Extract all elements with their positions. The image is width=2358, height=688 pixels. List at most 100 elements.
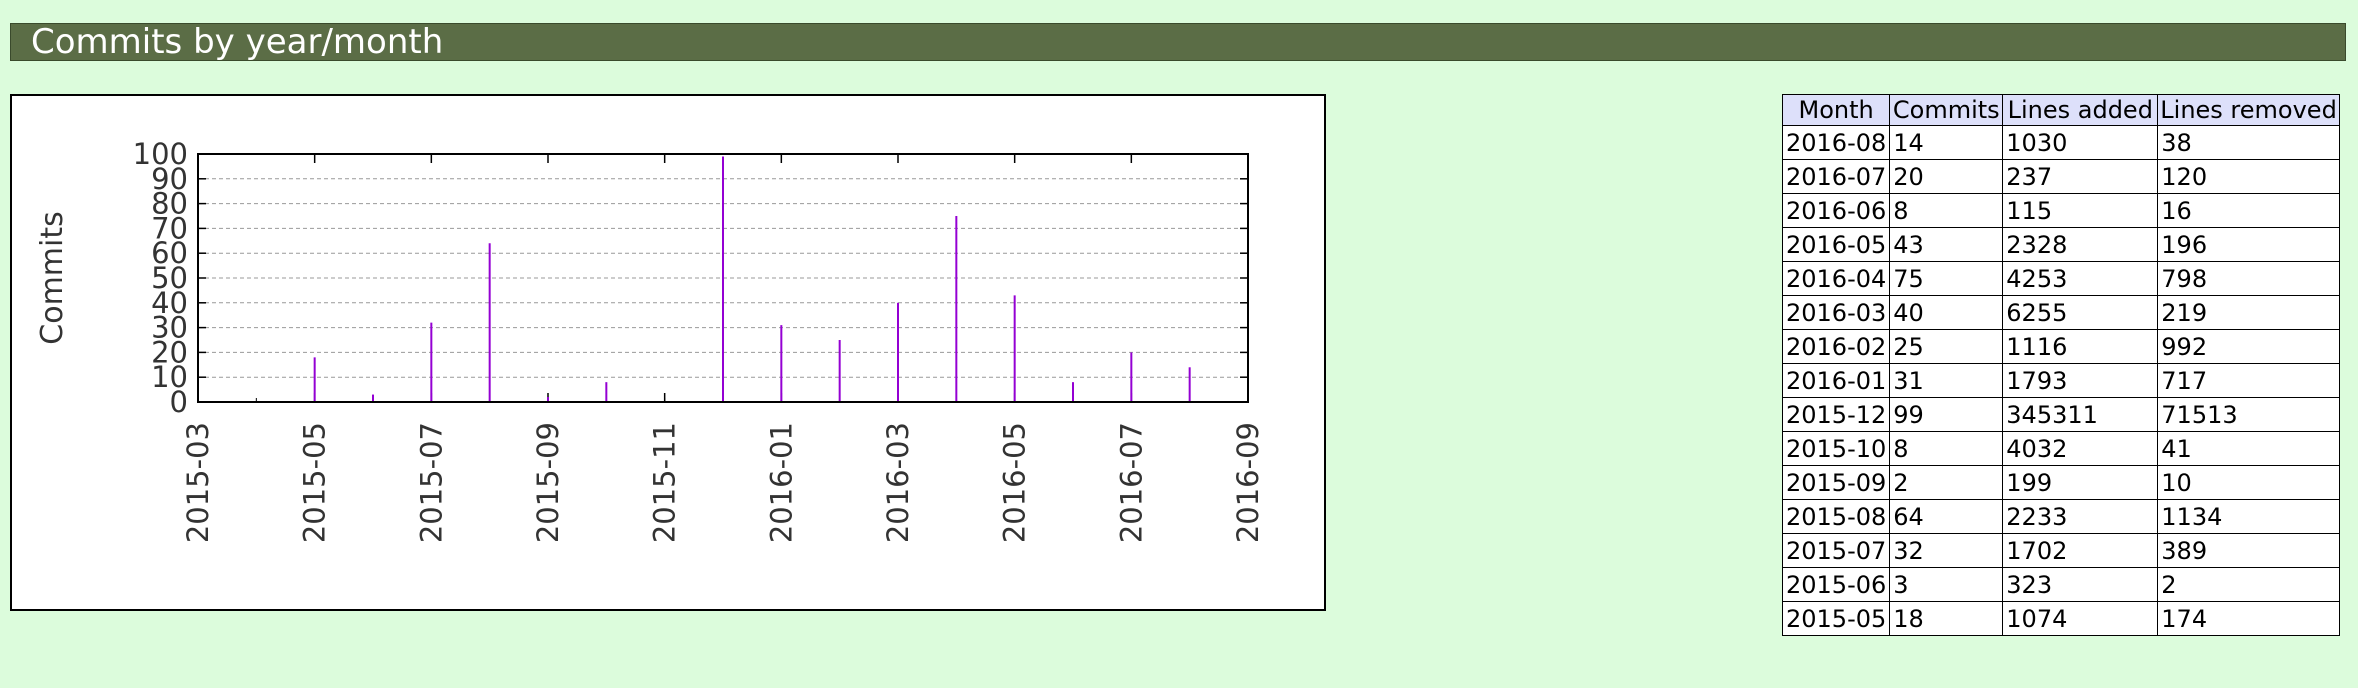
column-header-month: Month (1781, 94, 1891, 126)
table-row: 2015-10 8 4032 41 (1781, 431, 2340, 466)
cell-lines-removed: 196 (2157, 227, 2340, 262)
cell-month: 2016-01 (1781, 363, 1891, 398)
cell-lines-removed: 992 (2157, 329, 2340, 364)
cell-lines-added: 1074 (2002, 601, 2159, 636)
cell-month: 2016-06 (1781, 193, 1891, 228)
cell-lines-removed: 389 (2157, 533, 2340, 568)
cell-lines-removed: 717 (2157, 363, 2340, 398)
x-tick-label: 2016-05 (998, 422, 1032, 543)
y-tick-label: 60 (151, 236, 188, 270)
y-tick-label: 0 (170, 385, 188, 419)
cell-lines-added: 6255 (2002, 295, 2159, 330)
cell-month: 2016-02 (1781, 329, 1891, 364)
cell-month: 2015-06 (1781, 567, 1891, 602)
table-row: 2016-02 25 1116 992 (1781, 329, 2340, 364)
table-row: 2016-08 14 1030 38 (1781, 125, 2340, 160)
x-tick-label: 2016-09 (1231, 422, 1265, 543)
y-tick-label: 20 (151, 335, 188, 369)
y-tick-label: 80 (151, 187, 188, 221)
cell-commits: 14 (1889, 125, 2004, 160)
table-header-row: Month Commits Lines added Lines removed (1781, 94, 2340, 126)
commits-table: Month Commits Lines added Lines removed … (1781, 94, 2340, 636)
cell-month: 2015-12 (1781, 397, 1891, 432)
cell-lines-removed: 2 (2157, 567, 2340, 602)
table-row: 2016-01 31 1793 717 (1781, 363, 2340, 398)
cell-commits: 20 (1889, 159, 2004, 194)
cell-month: 2016-04 (1781, 261, 1891, 296)
x-tick-label: 2015-03 (181, 422, 215, 543)
cell-commits: 31 (1889, 363, 2004, 398)
cell-lines-added: 1116 (2002, 329, 2159, 364)
x-tick-label: 2016-01 (764, 422, 798, 543)
cell-commits: 64 (1889, 499, 2004, 534)
cell-lines-removed: 1134 (2157, 499, 2340, 534)
cell-lines-removed: 798 (2157, 261, 2340, 296)
y-tick-label: 40 (151, 286, 188, 320)
table-row: 2015-12 99 345311 71513 (1781, 397, 2340, 432)
y-tick-label: 70 (151, 211, 188, 245)
plot-border (197, 153, 1249, 403)
cell-commits: 8 (1889, 193, 2004, 228)
table-row: 2016-04 75 4253 798 (1781, 261, 2340, 296)
table-row: 2015-09 2 199 10 (1781, 465, 2340, 500)
x-tick-label: 2015-05 (298, 422, 332, 543)
cell-month: 2015-08 (1781, 499, 1891, 534)
cell-lines-added: 345311 (2002, 397, 2159, 432)
cell-commits: 18 (1889, 601, 2004, 636)
cell-month: 2015-05 (1781, 601, 1891, 636)
table-body: 2016-08 14 1030 38 2016-07 20 237 120 2016-06 8 11… (1781, 125, 2340, 636)
table-row: 2015-08 64 2233 1134 (1781, 499, 2340, 534)
cell-lines-added: 237 (2002, 159, 2159, 194)
column-header-lines-removed: Lines removed (2157, 94, 2340, 126)
cell-lines-removed: 41 (2157, 431, 2340, 466)
cell-month: 2015-07 (1781, 533, 1891, 568)
y-tick-label: 100 (133, 137, 188, 171)
cell-lines-added: 2328 (2002, 227, 2159, 262)
cell-lines-added: 2233 (2002, 499, 2159, 534)
table-row: 2015-07 32 1702 389 (1781, 533, 2340, 568)
table-row: 2015-06 3 323 2 (1781, 567, 2340, 602)
column-header-commits: Commits (1889, 94, 2004, 126)
cell-lines-added: 115 (2002, 193, 2159, 228)
cell-month: 2016-05 (1781, 227, 1891, 262)
cell-commits: 40 (1889, 295, 2004, 330)
table-row: 2016-05 43 2328 196 (1781, 227, 2340, 262)
cell-commits: 8 (1889, 431, 2004, 466)
cell-lines-added: 1702 (2002, 533, 2159, 568)
cell-lines-added: 199 (2002, 465, 2159, 500)
cell-lines-added: 1030 (2002, 125, 2159, 160)
cell-commits: 99 (1889, 397, 2004, 432)
commits-chart: 0 10 20 30 40 50 60 70 80 90 100 2015-03 2015-05 2015… (10, 94, 1326, 611)
table-row: 2015-05 18 1074 174 (1781, 601, 2340, 636)
x-tick-label: 2015-09 (531, 422, 565, 543)
cell-lines-removed: 120 (2157, 159, 2340, 194)
cell-commits: 2 (1889, 465, 2004, 500)
cell-commits: 75 (1889, 261, 2004, 296)
cell-lines-added: 4253 (2002, 261, 2159, 296)
table-row: 2016-06 8 115 16 (1781, 193, 2340, 228)
section-title: Commits by year/month (10, 23, 2346, 61)
table-row: 2016-07 20 237 120 (1781, 159, 2340, 194)
y-tick-label: 50 (151, 261, 188, 295)
cell-month: 2015-10 (1781, 431, 1891, 466)
y-axis-label: Commits (35, 211, 70, 344)
cell-commits: 32 (1889, 533, 2004, 568)
cell-lines-removed: 10 (2157, 465, 2340, 500)
cell-lines-removed: 71513 (2157, 397, 2340, 432)
cell-lines-added: 323 (2002, 567, 2159, 602)
table-row: 2016-03 40 6255 219 (1781, 295, 2340, 330)
cell-lines-added: 4032 (2002, 431, 2159, 466)
cell-lines-removed: 219 (2157, 295, 2340, 330)
cell-month: 2016-07 (1781, 159, 1891, 194)
x-tick-label: 2016-03 (881, 422, 915, 543)
x-tick-label: 2015-07 (414, 422, 448, 543)
y-tick-label: 10 (151, 360, 188, 394)
cell-lines-added: 1793 (2002, 363, 2159, 398)
section-title-text: Commits by year/month (31, 22, 444, 62)
cell-commits: 43 (1889, 227, 2004, 262)
cell-commits: 3 (1889, 567, 2004, 602)
cell-lines-removed: 174 (2157, 601, 2340, 636)
cell-month: 2015-09 (1781, 465, 1891, 500)
x-tick-label: 2015-11 (648, 422, 682, 543)
